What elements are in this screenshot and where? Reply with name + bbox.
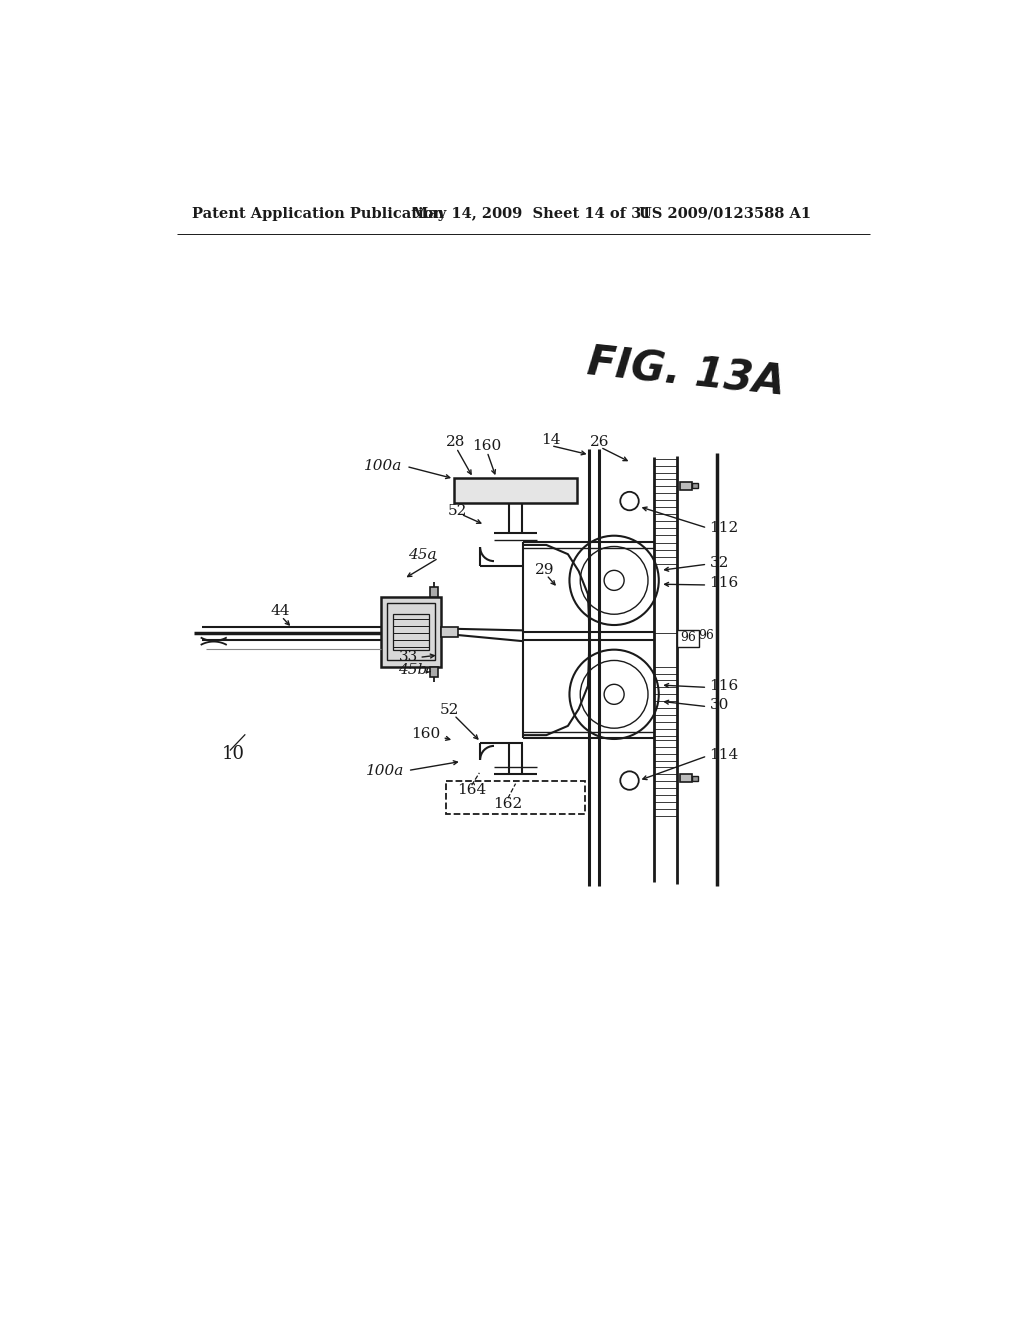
Text: 116: 116 bbox=[710, 577, 739, 590]
Bar bbox=[446, 781, 585, 813]
Text: 100a: 100a bbox=[364, 459, 402, 474]
Text: 45a: 45a bbox=[409, 548, 437, 562]
Text: US 2009/0123588 A1: US 2009/0123588 A1 bbox=[639, 207, 811, 220]
Bar bbox=[430, 586, 438, 597]
Text: 96: 96 bbox=[698, 630, 714, 643]
Text: 114: 114 bbox=[710, 748, 739, 762]
Text: 164: 164 bbox=[457, 783, 486, 797]
Bar bbox=[381, 597, 441, 667]
Text: 10: 10 bbox=[221, 744, 245, 763]
Text: 26: 26 bbox=[590, 434, 609, 449]
Bar bbox=[430, 667, 438, 677]
Text: 44: 44 bbox=[271, 605, 291, 618]
Text: Patent Application Publication: Patent Application Publication bbox=[193, 207, 444, 220]
Text: 52: 52 bbox=[447, 504, 467, 517]
Bar bbox=[387, 603, 435, 660]
Text: 28: 28 bbox=[445, 434, 465, 449]
Text: FIG. 13A: FIG. 13A bbox=[585, 341, 786, 404]
Text: 29: 29 bbox=[536, 562, 555, 577]
Text: 100a: 100a bbox=[367, 763, 404, 777]
Polygon shape bbox=[677, 631, 698, 647]
Bar bbox=[677, 631, 698, 647]
Text: 160: 160 bbox=[472, 440, 502, 453]
Bar bbox=[680, 775, 692, 781]
Text: 33: 33 bbox=[398, 651, 418, 664]
Bar bbox=[393, 614, 429, 649]
Text: 14: 14 bbox=[542, 433, 561, 447]
Text: May 14, 2009  Sheet 14 of 31: May 14, 2009 Sheet 14 of 31 bbox=[412, 207, 651, 220]
Text: 160: 160 bbox=[411, 726, 440, 741]
Text: 52: 52 bbox=[439, 704, 459, 718]
Bar bbox=[454, 478, 578, 503]
Text: 116: 116 bbox=[710, 678, 739, 693]
Text: 45b: 45b bbox=[398, 663, 428, 677]
Text: 112: 112 bbox=[710, 521, 739, 535]
Text: 96: 96 bbox=[680, 631, 696, 644]
Text: 162: 162 bbox=[494, 797, 522, 810]
Bar bbox=[441, 627, 458, 638]
Bar bbox=[680, 482, 692, 490]
Bar bbox=[692, 483, 698, 488]
Text: 32: 32 bbox=[710, 557, 729, 570]
Bar bbox=[692, 776, 698, 780]
Text: 30: 30 bbox=[710, 698, 729, 711]
